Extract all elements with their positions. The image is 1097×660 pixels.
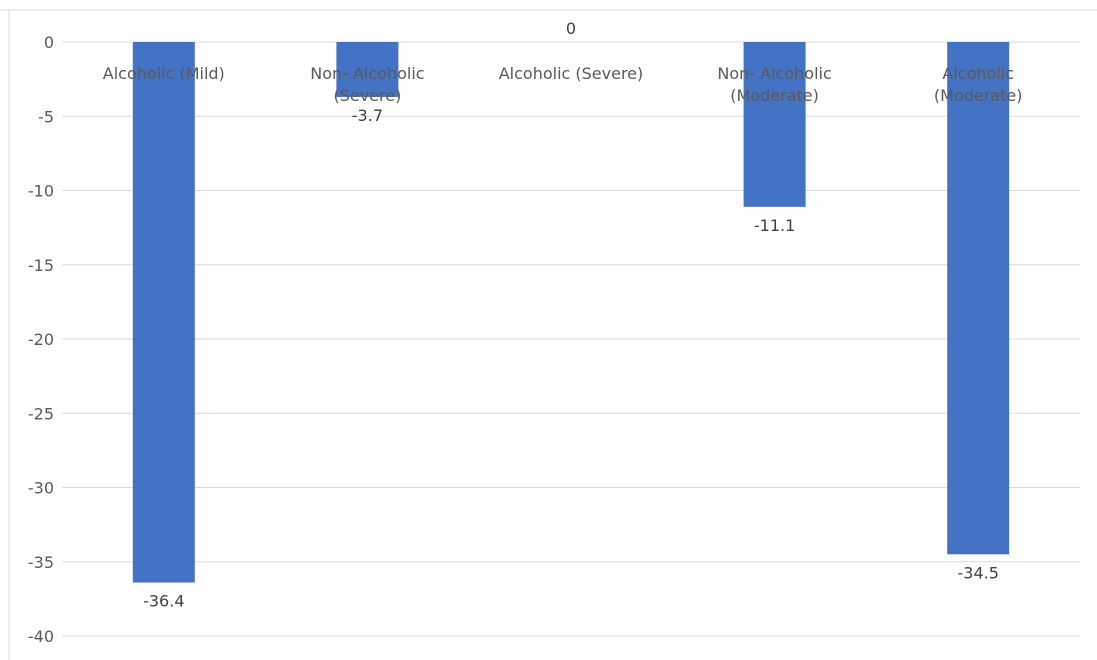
data-label: -11.1 bbox=[754, 216, 795, 235]
y-tick-label: -15 bbox=[28, 256, 54, 275]
category-label: (Severe) bbox=[333, 86, 401, 105]
y-tick-label: -25 bbox=[28, 404, 54, 423]
bar bbox=[336, 42, 399, 97]
y-tick-label: -5 bbox=[38, 107, 54, 126]
data-label: -34.5 bbox=[957, 563, 998, 582]
category-labels: Alcoholic (Mild) Non- Alcoholic (Severe) Al… bbox=[103, 64, 1023, 105]
category-label: (Moderate) bbox=[934, 86, 1023, 105]
bar bbox=[743, 42, 806, 207]
category-label: Non- Alcoholic bbox=[310, 64, 424, 83]
y-tick-label: 0 bbox=[44, 33, 54, 52]
y-tick-label: -40 bbox=[28, 627, 54, 646]
data-labels: -36.4 -3.7 0 -11.1 -34.5 bbox=[143, 19, 999, 611]
y-axis-ticks: 0 -5 -10 -15 -20 -25 -30 -35 -40 bbox=[28, 33, 54, 646]
bar bbox=[132, 42, 195, 583]
bar bbox=[947, 42, 1010, 555]
category-label: Alcoholic (Mild) bbox=[103, 64, 225, 83]
category-label: (Moderate) bbox=[730, 86, 819, 105]
data-label: -36.4 bbox=[143, 592, 184, 611]
y-tick-label: -20 bbox=[28, 330, 54, 349]
category-label: Alcoholic bbox=[942, 64, 1014, 83]
category-label: Alcoholic (Severe) bbox=[499, 64, 644, 83]
y-tick-label: -35 bbox=[28, 553, 54, 572]
category-label: Non- Alcoholic bbox=[717, 64, 831, 83]
data-label: -3.7 bbox=[352, 106, 383, 125]
y-tick-label: -10 bbox=[28, 182, 54, 201]
bars bbox=[132, 42, 1010, 583]
y-tick-label: -30 bbox=[28, 479, 54, 498]
gridlines bbox=[62, 41, 1080, 637]
data-label: 0 bbox=[566, 19, 576, 38]
